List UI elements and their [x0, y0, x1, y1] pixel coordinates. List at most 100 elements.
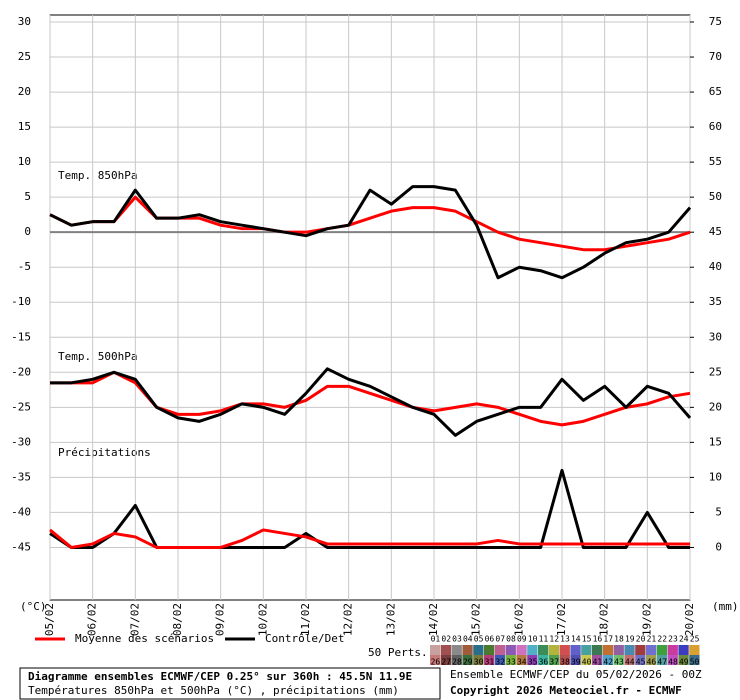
perturbation-swatch	[646, 655, 657, 665]
perturbation-number: 05	[474, 635, 484, 644]
y2-tick-label: 15	[709, 435, 722, 448]
perturbation-number: 16	[593, 635, 603, 644]
x-tick-label: 19/02	[640, 603, 653, 636]
y-tick-label: -10	[11, 295, 31, 308]
footer-copyright: Copyright 2026 Meteociel.fr - ECMWF	[450, 684, 682, 697]
perturbation-number: 34	[517, 658, 527, 667]
perturbation-swatch	[430, 655, 441, 665]
perturbation-number: 27	[441, 658, 451, 667]
x-tick-label: 06/02	[86, 603, 99, 636]
perturbation-swatch	[505, 645, 516, 655]
y2-tick-label: 65	[709, 85, 722, 98]
y-tick-label: -25	[11, 400, 31, 413]
perturbation-swatch	[548, 645, 560, 655]
perturbation-swatch	[451, 655, 462, 665]
legend-label: Moyenne des scénarios	[75, 632, 214, 645]
y-tick-label: -5	[18, 260, 31, 273]
perturbation-swatch	[440, 655, 452, 665]
perturbation-number: 22	[657, 635, 667, 644]
perturbation-swatch	[559, 655, 570, 665]
perturbation-number: 42	[603, 658, 613, 667]
perturbation-swatch	[656, 645, 668, 655]
series-line	[49, 185, 692, 280]
perturbation-swatch	[484, 655, 495, 665]
perturbation-swatch	[462, 655, 473, 665]
series-line	[50, 367, 692, 437]
perturbation-number: 37	[549, 658, 559, 667]
perturbation-swatch	[527, 655, 538, 665]
perturbation-swatch	[624, 655, 635, 665]
perturbation-number: 32	[495, 658, 505, 667]
legend-label: Contrôle/Det	[265, 632, 344, 645]
y-tick-label: 5	[24, 190, 31, 203]
y2-tick-label: 55	[709, 155, 722, 168]
footer-title: Diagramme ensembles ECMWF/CEP 0.25° sur …	[28, 670, 412, 683]
perturbation-swatch	[473, 645, 484, 655]
y2-tick-label: 5	[715, 505, 722, 518]
perturbation-swatch	[494, 655, 506, 665]
x-tick-label: 08/02	[171, 603, 184, 636]
perturbation-swatch	[516, 655, 527, 665]
perturbation-number: 44	[625, 658, 635, 667]
footer-run: Ensemble ECMWF/CEP du 05/02/2026 - 00Z	[450, 668, 702, 681]
perturbation-number: 06	[485, 635, 495, 644]
perturbation-swatch	[613, 645, 624, 655]
perturbation-swatch	[667, 655, 678, 665]
perturbation-number: 09	[517, 635, 527, 644]
perturbation-number: 48	[668, 658, 678, 667]
y2-tick-label: 25	[709, 365, 722, 378]
x-tick-label: 17/02	[555, 603, 568, 636]
perturbation-swatch	[635, 645, 646, 655]
x-tick-label: 20/02	[683, 603, 696, 636]
perturbation-swatch	[473, 655, 484, 665]
annotation: Précipitations	[58, 446, 151, 459]
perturbation-number: 40	[582, 658, 592, 667]
perturbation-number: 41	[593, 658, 603, 667]
perturbation-swatch	[516, 645, 527, 655]
perturbation-swatch	[538, 645, 549, 655]
y2-tick-label: 35	[709, 295, 722, 308]
y-tick-label: -40	[11, 505, 31, 518]
annotation: Temp. 500hPa	[58, 350, 137, 363]
x-tick-label: 12/02	[342, 603, 355, 636]
y-tick-label: 0	[24, 225, 31, 238]
perturbation-swatch	[689, 645, 700, 655]
perturbation-number: 36	[539, 658, 549, 667]
perturbation-swatch	[559, 645, 570, 655]
y-tick-label: -45	[11, 540, 31, 553]
perturbation-swatch	[538, 655, 549, 665]
perturbation-number: 49	[679, 658, 689, 667]
perturbation-swatch	[624, 645, 635, 655]
perturbation-number: 45	[636, 658, 646, 667]
footer-subtitle: Températures 850hPa et 500hPa (°C) , pré…	[28, 684, 399, 697]
perturbation-number: 25	[690, 635, 700, 644]
perturbation-swatch	[602, 655, 614, 665]
plot-frame	[49, 14, 691, 601]
perturbation-swatch	[440, 645, 452, 655]
y-tick-label: 20	[18, 85, 31, 98]
y2-tick-label: 45	[709, 225, 722, 238]
perturbation-number: 03	[452, 635, 462, 644]
perturbation-number: 08	[506, 635, 516, 644]
perturbation-number: 30	[474, 658, 484, 667]
perturbation-swatch	[430, 645, 441, 655]
y2-tick-label: 50	[709, 190, 722, 203]
perturbation-number: 17	[603, 635, 613, 644]
perturbation-number: 18	[614, 635, 624, 644]
y-tick-label: 15	[18, 120, 31, 133]
y2-tick-label: 0	[715, 540, 722, 553]
x-tick-label: 13/02	[384, 603, 397, 636]
annotation: Temp. 850hPa	[58, 169, 137, 182]
perturbation-label: 50 Perts.	[368, 646, 428, 659]
perturbation-number: 02	[441, 635, 451, 644]
y-tick-label: 25	[18, 50, 31, 63]
perturbation-number: 04	[463, 635, 473, 644]
x-tick-label: 10/02	[256, 603, 269, 636]
x-tick-label: 09/02	[214, 603, 227, 636]
perturbation-swatch	[494, 645, 506, 655]
perturbation-number: 46	[647, 658, 657, 667]
perturbation-swatch	[581, 645, 592, 655]
perturbation-number: 43	[614, 658, 624, 667]
x-tick-label: 11/02	[299, 603, 312, 636]
perturbation-number: 50	[690, 658, 700, 667]
